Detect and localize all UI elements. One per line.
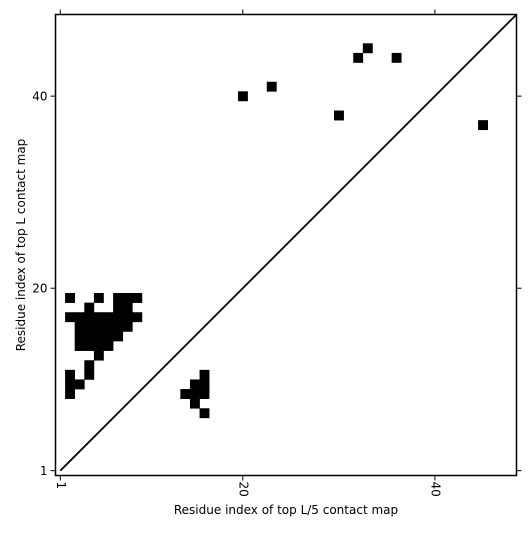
contact-cell-lower [93, 331, 104, 342]
contact-cell-lower [84, 302, 95, 313]
contact-cell-lower [113, 312, 124, 323]
contact-cell-upper [353, 52, 364, 63]
contact-cell-lower [199, 379, 210, 390]
contact-cell-upper [362, 43, 373, 54]
y-tick-label: 1 [40, 464, 48, 478]
contact-cell-lower [189, 389, 200, 399]
contact-cell-lower [65, 312, 76, 323]
contact-cell-upper [237, 91, 248, 102]
contact-cell-lower [189, 398, 200, 409]
x-tick-label: 40 [428, 482, 442, 497]
contact-cell-lower [65, 293, 76, 303]
contact-cell-upper [391, 52, 402, 63]
diagonal-line [59, 13, 518, 472]
contact-cell-lower [84, 369, 95, 380]
contact-cell-lower [103, 331, 114, 342]
contact-cell-lower [132, 293, 143, 303]
contact-cell-lower [84, 321, 95, 332]
y-tick-label: 40 [32, 90, 47, 104]
contact-cell-lower [65, 369, 76, 380]
x-tick-label: 1 [54, 482, 68, 490]
contact-cell-lower [113, 302, 124, 313]
contact-cells [65, 43, 488, 419]
contact-cell-lower [132, 312, 143, 323]
contact-cell-lower [103, 312, 114, 323]
x-tick-label: 20 [236, 482, 250, 497]
contact-cell-upper [334, 110, 344, 121]
contact-cell-lower [103, 321, 114, 332]
contact-cell-upper [266, 81, 277, 92]
contact-cell-lower [84, 341, 95, 351]
x-axis-label: Residue index of top L/5 contact map [174, 503, 398, 517]
axis-ticks: 1 20 40 1 20 40 [32, 9, 522, 497]
contact-cell-lower [74, 321, 85, 332]
contact-cell-lower [199, 369, 210, 380]
contact-cell-lower [93, 293, 104, 303]
contact-cell-lower [199, 408, 210, 419]
contact-cell-lower [93, 350, 104, 361]
contact-cell-lower [199, 389, 210, 399]
contact-cell-lower [103, 341, 114, 351]
contact-cell-lower [122, 321, 133, 332]
contact-cell-lower [113, 293, 124, 303]
contact-cell-lower [74, 341, 85, 351]
contact-cell-lower [84, 360, 95, 371]
contact-cell-lower [74, 331, 85, 342]
contact-cell-lower [122, 302, 133, 313]
contact-cell-lower [84, 331, 95, 342]
contact-cell-lower [122, 293, 133, 303]
contact-cell-lower [93, 321, 104, 332]
contact-cell-lower [93, 341, 104, 351]
contact-cell-lower [74, 312, 85, 323]
contact-cell-lower [84, 312, 95, 323]
plot-frame [54, 13, 518, 477]
contact-cell-lower [122, 312, 133, 323]
contact-cell-lower [113, 331, 124, 342]
contact-cell-lower [65, 379, 76, 390]
y-tick-label: 20 [32, 282, 47, 296]
contact-cell-lower [180, 389, 191, 399]
contact-cell-lower [113, 321, 124, 332]
contact-cell-lower [74, 379, 85, 390]
contact-cell-lower [93, 312, 104, 323]
y-axis-label: Residue index of top L contact map [14, 139, 28, 352]
contact-cell-lower [189, 379, 200, 390]
contact-cell-upper [478, 120, 488, 131]
contact-cell-lower [65, 389, 76, 399]
